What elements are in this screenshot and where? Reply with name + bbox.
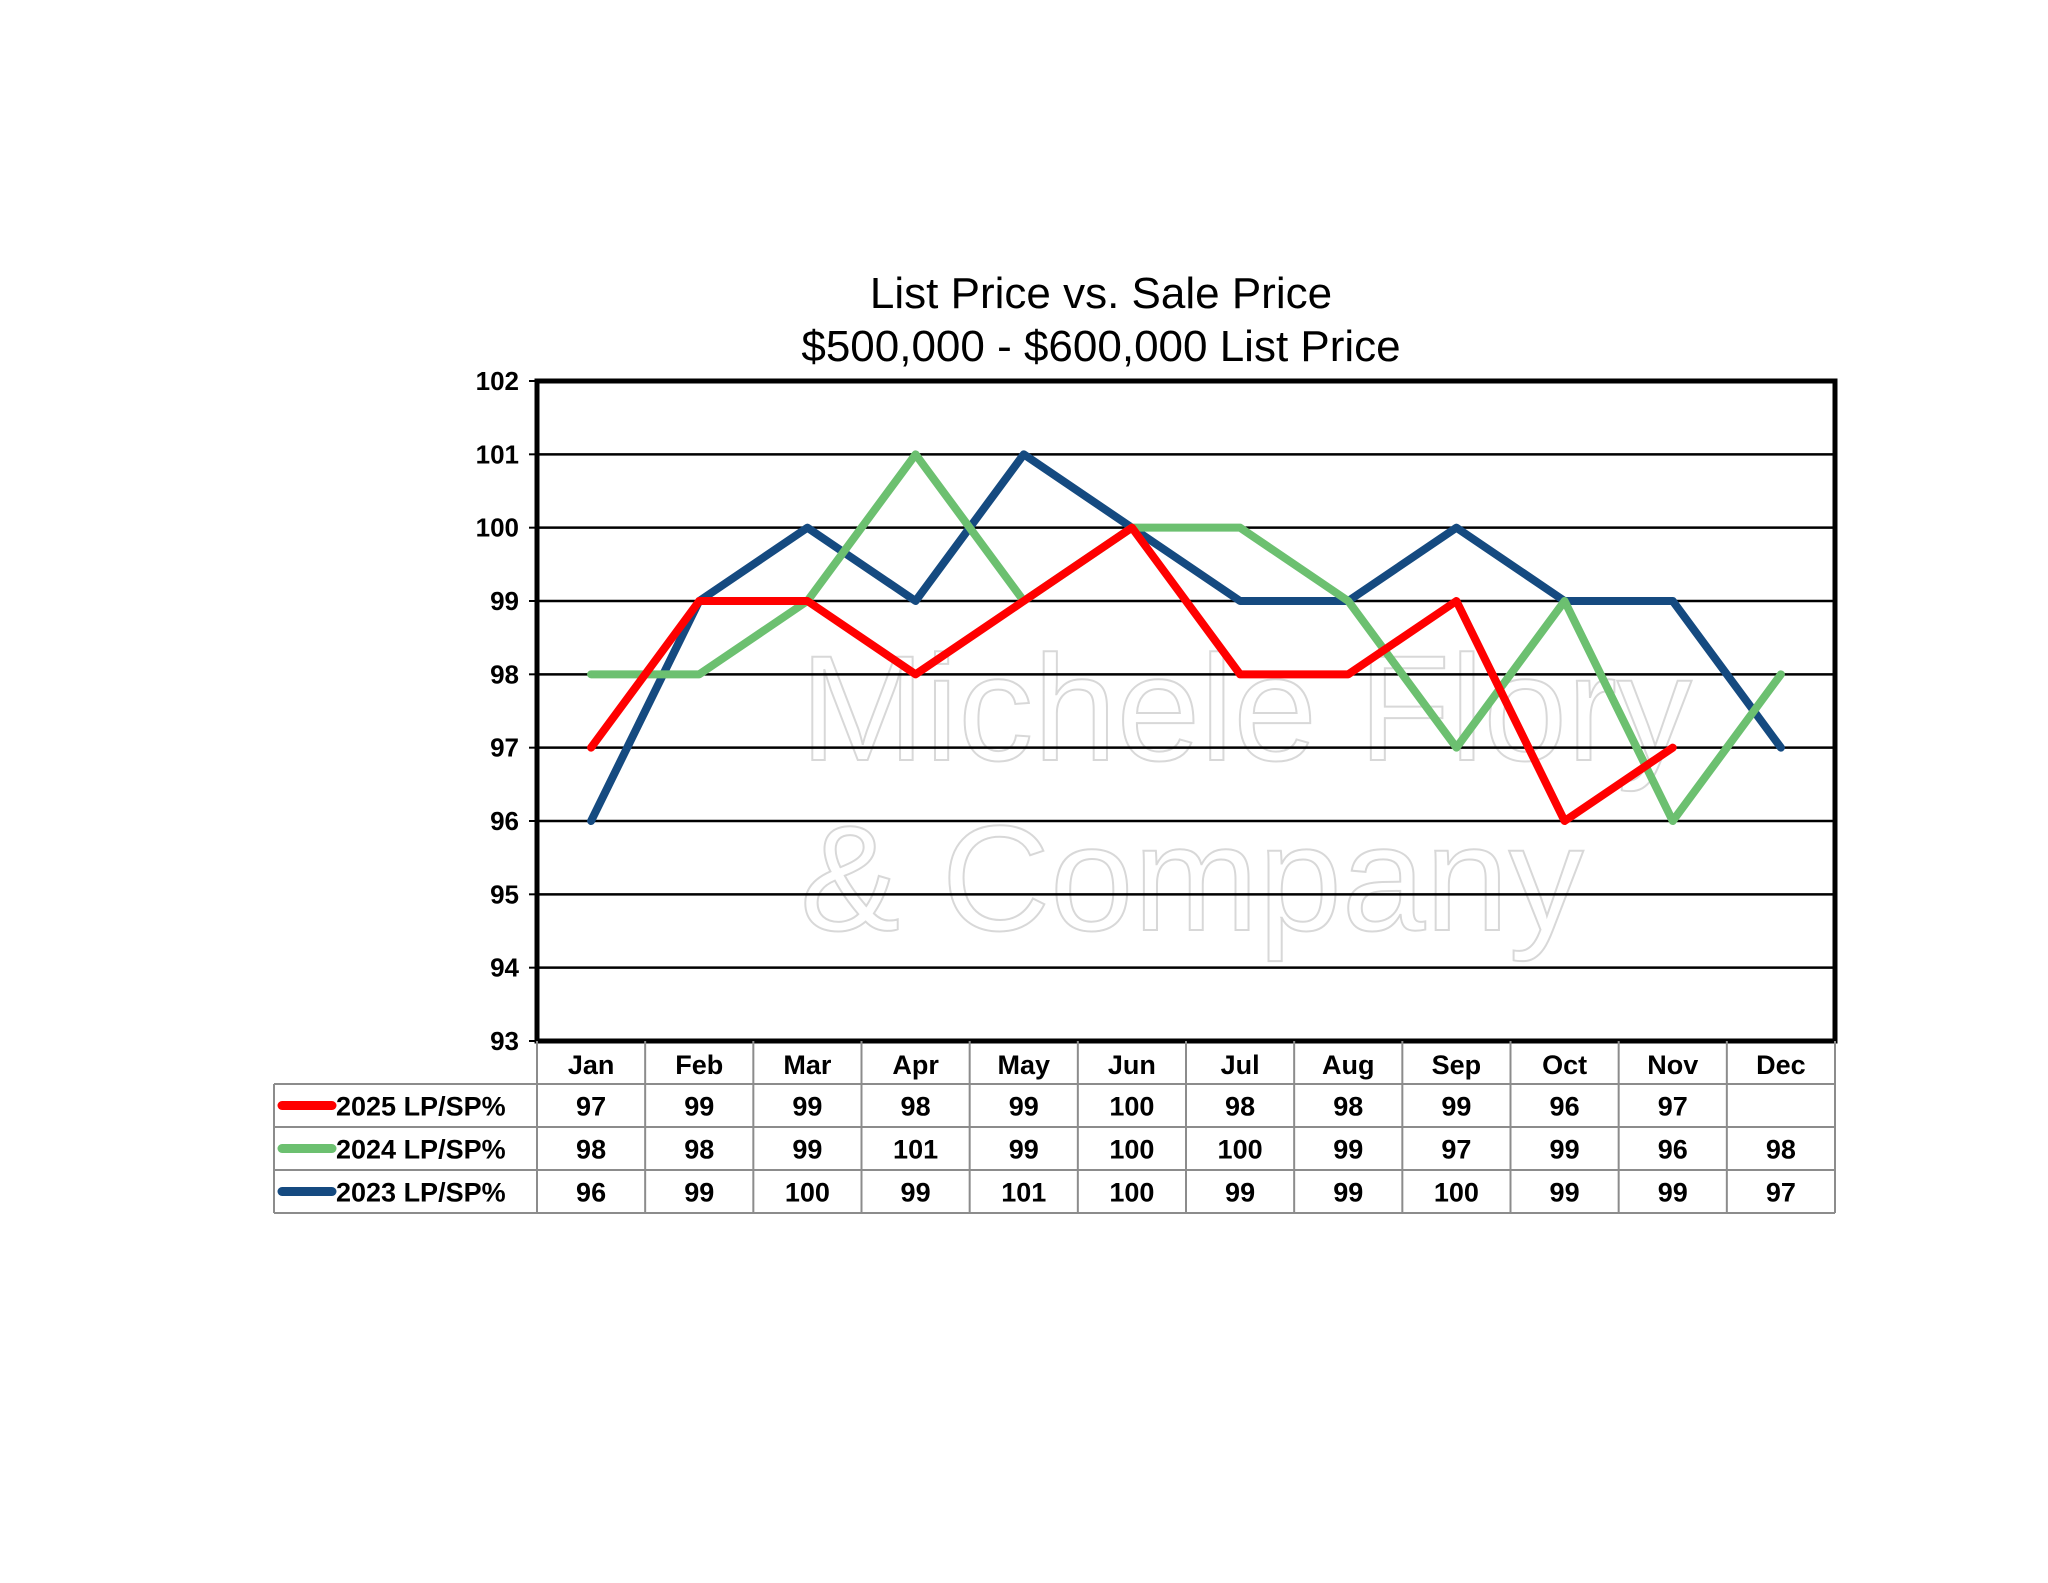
table-value: 99 <box>792 1135 822 1165</box>
data-table: Jan Feb Mar Apr May Jun Jul Aug Sep Oct Nov Dec 2025… <box>273 1041 1836 1214</box>
y-tick-label: 98 <box>490 659 519 689</box>
table-value: 96 <box>1550 1092 1580 1122</box>
y-tick-label: 101 <box>476 439 519 469</box>
x-tick-label: Jul <box>1221 1050 1260 1080</box>
table-value: 97 <box>1441 1135 1471 1165</box>
x-tick-label: Dec <box>1756 1050 1806 1080</box>
table-value: 97 <box>1766 1178 1796 1208</box>
watermark-line-2: & Company <box>800 794 1584 962</box>
table-value: 99 <box>1658 1178 1688 1208</box>
chart-title: List Price vs. Sale Price <box>870 269 1332 318</box>
table-value: 99 <box>684 1092 714 1122</box>
table-value: 99 <box>901 1178 931 1208</box>
x-tick-label: Jun <box>1108 1050 1156 1080</box>
x-tick-label: Mar <box>783 1050 832 1080</box>
series-line <box>587 450 1785 825</box>
x-tick-label: Jan <box>568 1050 615 1080</box>
x-tick-label: May <box>997 1050 1050 1080</box>
table-value: 99 <box>1009 1135 1039 1165</box>
table-value: 98 <box>1225 1092 1255 1122</box>
y-tick-label: 100 <box>476 513 519 543</box>
table-value: 96 <box>1658 1135 1688 1165</box>
table-value: 99 <box>1550 1178 1580 1208</box>
x-tick-label: Feb <box>675 1050 723 1080</box>
table-value: 99 <box>1333 1178 1363 1208</box>
y-tick-label: 96 <box>490 806 519 836</box>
series-lines <box>587 450 1785 825</box>
y-tick-label: 94 <box>490 953 519 983</box>
table-value: 98 <box>576 1135 606 1165</box>
table-value: 97 <box>1658 1092 1688 1122</box>
legend-label: 2025 LP/SP% <box>336 1092 506 1122</box>
y-tick-label: 97 <box>490 733 519 763</box>
table-value: 97 <box>576 1092 606 1122</box>
y-tick-label: 102 <box>476 366 519 396</box>
table-value: 96 <box>576 1178 606 1208</box>
y-axis: 93 94 95 96 97 98 99 100 101 102 <box>476 366 537 1056</box>
x-tick-label: Apr <box>892 1050 939 1080</box>
table-value: 99 <box>792 1092 822 1122</box>
table-value: 100 <box>1218 1135 1263 1165</box>
table-value: 101 <box>1001 1178 1046 1208</box>
series-line <box>587 523 1677 825</box>
watermark-line-1: Michele Flory <box>800 624 1692 792</box>
table-value: 99 <box>1009 1092 1039 1122</box>
legend-label: 2023 LP/SP% <box>336 1178 506 1208</box>
table-value: 101 <box>893 1135 938 1165</box>
y-tick-label: 99 <box>490 586 519 616</box>
table-value: 99 <box>1333 1135 1363 1165</box>
table-value: 99 <box>1225 1178 1255 1208</box>
table-value: 99 <box>1550 1135 1580 1165</box>
table-value: 99 <box>1441 1092 1471 1122</box>
y-tick-label: 95 <box>490 879 519 909</box>
series-line <box>587 450 1785 825</box>
table-value: 98 <box>901 1092 931 1122</box>
x-tick-label: Oct <box>1542 1050 1587 1080</box>
table-value: 100 <box>1109 1092 1154 1122</box>
table-value: 100 <box>1434 1178 1479 1208</box>
x-tick-label: Sep <box>1432 1050 1482 1080</box>
table-value: 98 <box>684 1135 714 1165</box>
table-value: 99 <box>684 1178 714 1208</box>
y-tick-label: 93 <box>490 1026 519 1056</box>
chart-subtitle: $500,000 - $600,000 List Price <box>801 322 1400 371</box>
table-value: 98 <box>1333 1092 1363 1122</box>
table-value: 100 <box>785 1178 830 1208</box>
table-value: 100 <box>1109 1178 1154 1208</box>
table-value: 98 <box>1766 1135 1796 1165</box>
x-tick-label: Aug <box>1322 1050 1374 1080</box>
x-tick-label: Nov <box>1647 1050 1698 1080</box>
table-value: 100 <box>1109 1135 1154 1165</box>
legend-label: 2024 LP/SP% <box>336 1135 506 1165</box>
